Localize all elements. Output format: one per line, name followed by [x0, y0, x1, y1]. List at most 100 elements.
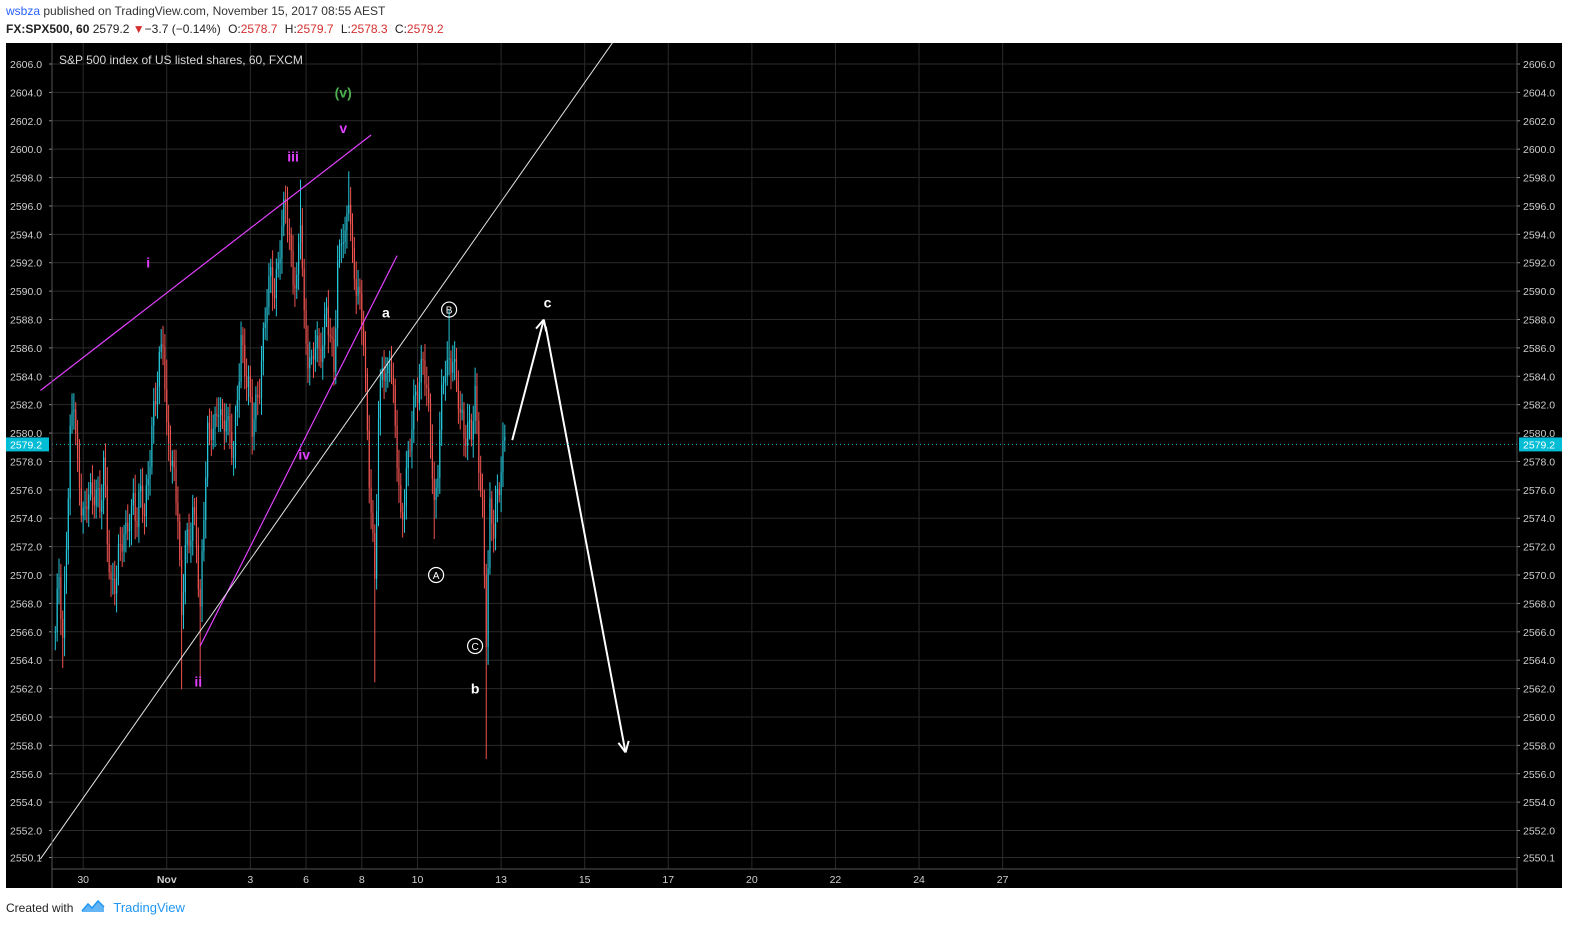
- candle-body: [357, 286, 359, 296]
- lower-channel-line: [199, 255, 398, 647]
- candle-body: [400, 485, 402, 513]
- candle-body: [324, 313, 326, 346]
- y-tick-label-left: 2606.0: [10, 59, 42, 71]
- candle-body: [402, 512, 404, 520]
- candle-body: [194, 507, 196, 515]
- candle-body: [463, 410, 465, 439]
- candle-body: [331, 336, 333, 339]
- candle-body: [448, 358, 450, 360]
- candle-body: [335, 328, 337, 372]
- candle-body: [346, 213, 348, 231]
- low-value: 2578.3: [350, 22, 388, 36]
- candle-body: [220, 409, 222, 416]
- candle-body: [467, 422, 469, 446]
- candle-body: [298, 242, 300, 275]
- y-tick-label-left: 2564.0: [10, 655, 42, 667]
- y-tick-label-left: 2590.0: [10, 286, 42, 298]
- candle-body: [63, 583, 66, 638]
- candle-body: [156, 386, 159, 405]
- y-tick-label-left: 2556.0: [10, 769, 42, 781]
- candle-body: [168, 421, 170, 444]
- y-tick-label-right: 2576.0: [1523, 485, 1555, 497]
- candle-body: [251, 396, 253, 437]
- candle-body: [309, 357, 311, 369]
- candle-body: [76, 433, 79, 458]
- y-tick-label-right: 2594.0: [1523, 229, 1555, 241]
- candle-body: [407, 450, 409, 469]
- candle-body: [433, 478, 435, 501]
- candle-body: [361, 293, 363, 330]
- author-link[interactable]: wsbza: [6, 4, 41, 18]
- candle-body: [363, 329, 365, 347]
- candle-body: [272, 267, 274, 296]
- candle-body: [485, 575, 487, 647]
- grid-lines: [52, 43, 1517, 869]
- candle-body: [502, 440, 504, 473]
- candle-body: [101, 500, 103, 512]
- candle-body: [130, 505, 133, 530]
- candle-body: [227, 415, 229, 421]
- candle-body: [470, 419, 472, 440]
- y-tick-label-left: 2578.0: [10, 456, 42, 468]
- x-tick-label: 27: [997, 874, 1009, 886]
- candle-body: [481, 491, 484, 500]
- y-tick-label-left: 2600.0: [10, 144, 42, 156]
- candle-body: [379, 379, 381, 419]
- candle-body: [344, 230, 346, 243]
- candle-body: [60, 576, 62, 619]
- candle-body: [333, 338, 335, 372]
- candle-body: [140, 485, 142, 492]
- candle-body: [359, 286, 361, 294]
- y-tick-label-right: 2578.0: [1523, 456, 1555, 468]
- low-label: L:: [340, 22, 351, 36]
- candle-body: [207, 422, 209, 478]
- candle-body: [273, 295, 276, 298]
- candle-body: [151, 425, 153, 467]
- y-tick-label-right: 2582.0: [1523, 400, 1555, 412]
- candle-body: [78, 457, 81, 489]
- candle-body: [225, 420, 227, 432]
- candle-body: [351, 224, 354, 248]
- candle-body: [444, 375, 446, 383]
- candle-body: [420, 359, 422, 383]
- down-triangle-icon: ▼: [132, 22, 145, 36]
- wave-label-iii: iii: [287, 148, 299, 164]
- candle-body: [372, 512, 374, 534]
- candle-body: [283, 199, 285, 227]
- candle-body: [238, 381, 240, 401]
- candle-body: [493, 523, 495, 539]
- close-label: C:: [394, 22, 407, 36]
- candle-body: [95, 489, 97, 506]
- candle-body: [292, 250, 294, 286]
- y-tick-label-left: 2586.0: [10, 343, 42, 355]
- y-tick-label-right: 2564.0: [1523, 655, 1555, 667]
- candle-body: [270, 267, 272, 277]
- candle-body: [231, 431, 233, 458]
- candle-body: [186, 529, 188, 546]
- candle-body: [73, 409, 75, 412]
- wave-label-b: b: [471, 681, 480, 697]
- y-tick-label-right: 2600.0: [1523, 144, 1555, 156]
- candle-body: [268, 276, 270, 308]
- candle-body: [199, 588, 201, 607]
- candle-body: [236, 400, 238, 412]
- y-tick-label-right: 2590.0: [1523, 286, 1555, 298]
- high-label: H:: [284, 22, 297, 36]
- candle-body: [229, 415, 231, 432]
- y-tick-label-right: 2572.0: [1523, 542, 1555, 554]
- candle-body: [411, 429, 413, 451]
- candle-body: [299, 225, 302, 243]
- chart-container[interactable]: i ii iii iv v (v) a b c A B C 2606.0 2606.0 2604.0 260…: [6, 43, 1562, 888]
- candle-body: [374, 533, 376, 579]
- tradingview-link[interactable]: TradingView: [113, 900, 185, 915]
- candle-body: [500, 472, 502, 496]
- candle-body: [290, 233, 292, 251]
- candle-body: [247, 376, 250, 388]
- candle-body: [370, 487, 372, 513]
- candle-body: [454, 359, 456, 362]
- candle-body: [212, 428, 214, 441]
- y-tick-label-right: 2584.0: [1523, 371, 1555, 383]
- candle-body: [355, 279, 357, 296]
- candle-body: [108, 543, 110, 573]
